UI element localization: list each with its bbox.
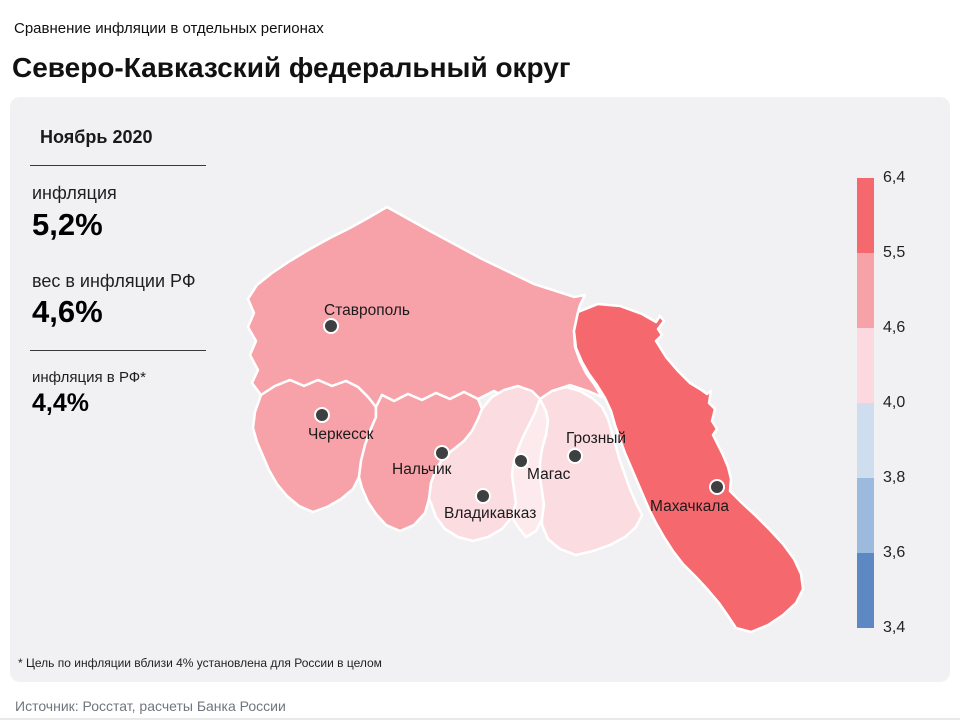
city-dot-stavropol[interactable] — [323, 318, 339, 334]
district-map: Ставрополь Черкесск Нальчик Владикавказ … — [246, 205, 805, 634]
map-region-stavropol[interactable] — [246, 205, 604, 409]
city-label-nalchik: Нальчик — [392, 461, 452, 478]
city-dot-nalchik[interactable] — [434, 445, 450, 461]
legend-tick: 3,4 — [883, 619, 906, 636]
city-label-makhachkala: Махачкала — [650, 498, 729, 515]
footnote: * Цель по инфляции вблизи 4% установлена… — [18, 656, 382, 670]
inflation-value: 5,2% — [32, 207, 103, 242]
city-label-vladikavkaz: Владикавказ — [444, 505, 536, 522]
legend-segment-6 — [857, 553, 874, 628]
legend-tick: 6,4 — [883, 169, 906, 186]
city-label-magas: Магас — [527, 466, 571, 483]
page-kicker: Сравнение инфляции в отдельных регионах — [14, 20, 324, 37]
rf-inflation-label: инфляция в РФ* — [32, 369, 147, 386]
divider-line — [30, 165, 206, 166]
weight-label: вес в инфляции РФ — [32, 271, 196, 291]
chart-card: Ноябрь 2020 инфляция 5,2% вес в инфляции… — [10, 97, 950, 682]
legend-segment-4 — [857, 403, 874, 478]
city-dot-makhachkala[interactable] — [709, 479, 725, 495]
city-label-stavropol: Ставрополь — [324, 302, 410, 319]
legend-color-bar — [857, 178, 874, 628]
period-label: Ноябрь 2020 — [40, 127, 153, 147]
legend-segment-5 — [857, 478, 874, 553]
city-label-grozny: Грозный — [566, 430, 626, 447]
legend-segment-1 — [857, 178, 874, 253]
weight-value: 4,6% — [32, 294, 103, 329]
inflation-label: инфляция — [32, 183, 117, 203]
map-region-karachay-cherkessia[interactable] — [251, 378, 378, 514]
city-dot-magas[interactable] — [513, 453, 529, 469]
map-region-chechnya[interactable] — [538, 385, 644, 557]
city-dot-vladikavkaz[interactable] — [475, 488, 491, 504]
source-line: Источник: Росстат, расчеты Банка России — [15, 698, 286, 714]
legend-tick: 5,5 — [883, 244, 906, 261]
legend-segment-2 — [857, 253, 874, 328]
page-title: Северо-Кавказский федеральный округ — [12, 52, 571, 83]
legend-tick: 4,6 — [883, 319, 906, 336]
legend-tick: 4,0 — [883, 394, 906, 411]
map-region-dagestan[interactable] — [572, 302, 805, 634]
rf-inflation-value: 4,4% — [32, 389, 89, 417]
divider-line — [30, 350, 206, 351]
city-dot-grozny[interactable] — [567, 448, 583, 464]
legend-tick: 3,6 — [883, 544, 906, 561]
legend-tick: 3,8 — [883, 469, 906, 486]
legend-segment-3 — [857, 328, 874, 403]
city-dot-cherkessk[interactable] — [314, 407, 330, 423]
city-label-cherkessk: Черкесск — [308, 426, 374, 443]
